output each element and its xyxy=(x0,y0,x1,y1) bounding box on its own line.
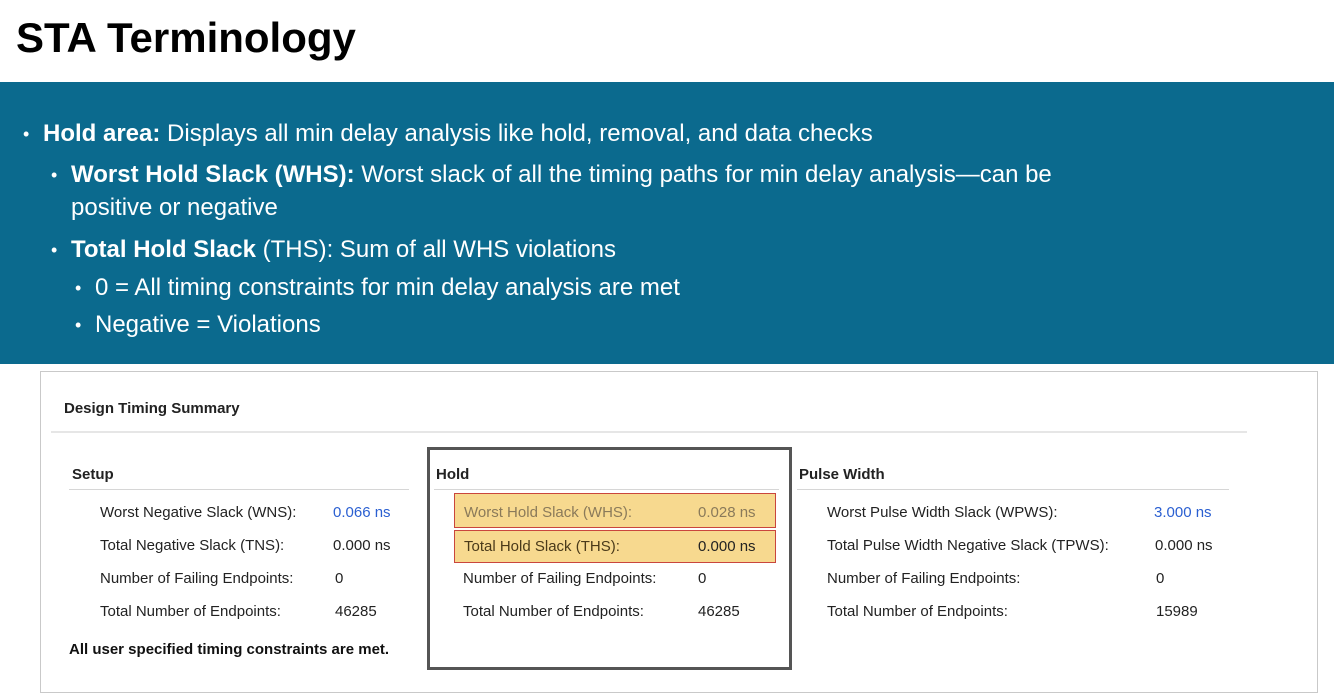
setup-failing-value: 0 xyxy=(335,570,344,587)
setup-tns-label: Total Negative Slack (TNS): xyxy=(100,537,285,554)
bullet-ths-term: Total Hold Slack xyxy=(71,236,256,263)
pulse-tpws-label: Total Pulse Width Negative Slack (TPWS): xyxy=(827,537,1109,554)
pulse-failing-label: Number of Failing Endpoints: xyxy=(827,570,1021,587)
definition-banner: • Hold area: Displays all min delay anal… xyxy=(0,82,1334,364)
pulse-tpws-value: 0.000 ns xyxy=(1155,537,1213,554)
bullet-negative-text: Negative = Violations xyxy=(95,311,321,338)
setup-tns-value: 0.000 ns xyxy=(333,537,391,554)
setup-failing-label: Number of Failing Endpoints: xyxy=(100,570,294,587)
ths-highlight-row: Total Hold Slack (THS): 0.000 ns xyxy=(454,530,776,563)
pulse-failing-value: 0 xyxy=(1156,570,1165,587)
pulse-width-rule xyxy=(797,489,1229,490)
bullet-hold-area: • Hold area: Displays all min delay anal… xyxy=(23,119,873,149)
bullet-whs-term: Worst Hold Slack (WHS): xyxy=(71,161,355,188)
bullet-ths: • Total Hold Slack (THS): Sum of all WHS… xyxy=(51,235,617,265)
bullet-dot: • xyxy=(75,315,82,335)
pulse-endpoints-value: 15989 xyxy=(1156,603,1198,620)
hold-ths-label: Total Hold Slack (THS): xyxy=(464,538,620,555)
bullet-hold-area-term: Hold area: xyxy=(43,120,161,147)
bullet-whs-text: Worst slack of all the timing paths for … xyxy=(354,161,1052,188)
setup-rule xyxy=(69,489,409,490)
setup-endpoints-value: 46285 xyxy=(335,603,377,620)
bullet-whs: • Worst Hold Slack (WHS): Worst slack of… xyxy=(51,160,1052,190)
hold-endpoints-value: 46285 xyxy=(698,603,740,620)
bullet-zero-met: • 0 = All timing constraints for min del… xyxy=(75,273,680,303)
bullet-zero-met-text: 0 = All timing constraints for min delay… xyxy=(95,274,680,301)
setup-endpoints-label: Total Number of Endpoints: xyxy=(100,603,281,620)
bullet-dot: • xyxy=(51,165,58,185)
panel-title: Design Timing Summary xyxy=(64,400,240,417)
hold-whs-label: Worst Hold Slack (WHS): xyxy=(464,504,633,521)
pulse-wpws-label: Worst Pulse Width Slack (WPWS): xyxy=(827,504,1058,521)
whs-highlight-row: Worst Hold Slack (WHS): 0.028 ns xyxy=(454,493,776,528)
pulse-wpws-link[interactable]: 3.000 ns xyxy=(1154,504,1212,521)
slide-title: STA Terminology xyxy=(16,14,356,61)
bullet-dot: • xyxy=(51,240,58,260)
setup-header: Setup xyxy=(72,466,114,483)
hold-header: Hold xyxy=(436,466,470,483)
constraints-met-message: All user specified timing constraints ar… xyxy=(69,641,390,658)
hold-ths-value: 0.000 ns xyxy=(698,538,756,555)
hold-section-frame xyxy=(427,447,792,670)
bullet-ths-text: (THS): Sum of all WHS violations xyxy=(255,236,617,263)
pulse-width-header: Pulse Width xyxy=(799,466,885,483)
bullet-negative: • Negative = Violations xyxy=(75,310,321,340)
pulse-endpoints-label: Total Number of Endpoints: xyxy=(827,603,1008,620)
hold-failing-label: Number of Failing Endpoints: xyxy=(463,570,657,587)
design-timing-summary-panel: Design Timing Summary Setup Worst Negati… xyxy=(40,371,1318,693)
bullet-dot: • xyxy=(23,124,30,144)
setup-wns-link[interactable]: 0.066 ns xyxy=(333,504,391,521)
bullet-hold-area-text: Displays all min delay analysis like hol… xyxy=(160,120,873,147)
hold-endpoints-label: Total Number of Endpoints: xyxy=(463,603,644,620)
bullet-dot: • xyxy=(75,278,82,298)
hold-whs-value[interactable]: 0.028 ns xyxy=(698,504,756,521)
panel-divider xyxy=(51,431,1247,433)
bullet-whs-continuation: positive or negative xyxy=(71,194,278,221)
setup-wns-label: Worst Negative Slack (WNS): xyxy=(100,504,297,521)
hold-rule xyxy=(434,489,779,490)
hold-failing-value: 0 xyxy=(698,570,707,587)
